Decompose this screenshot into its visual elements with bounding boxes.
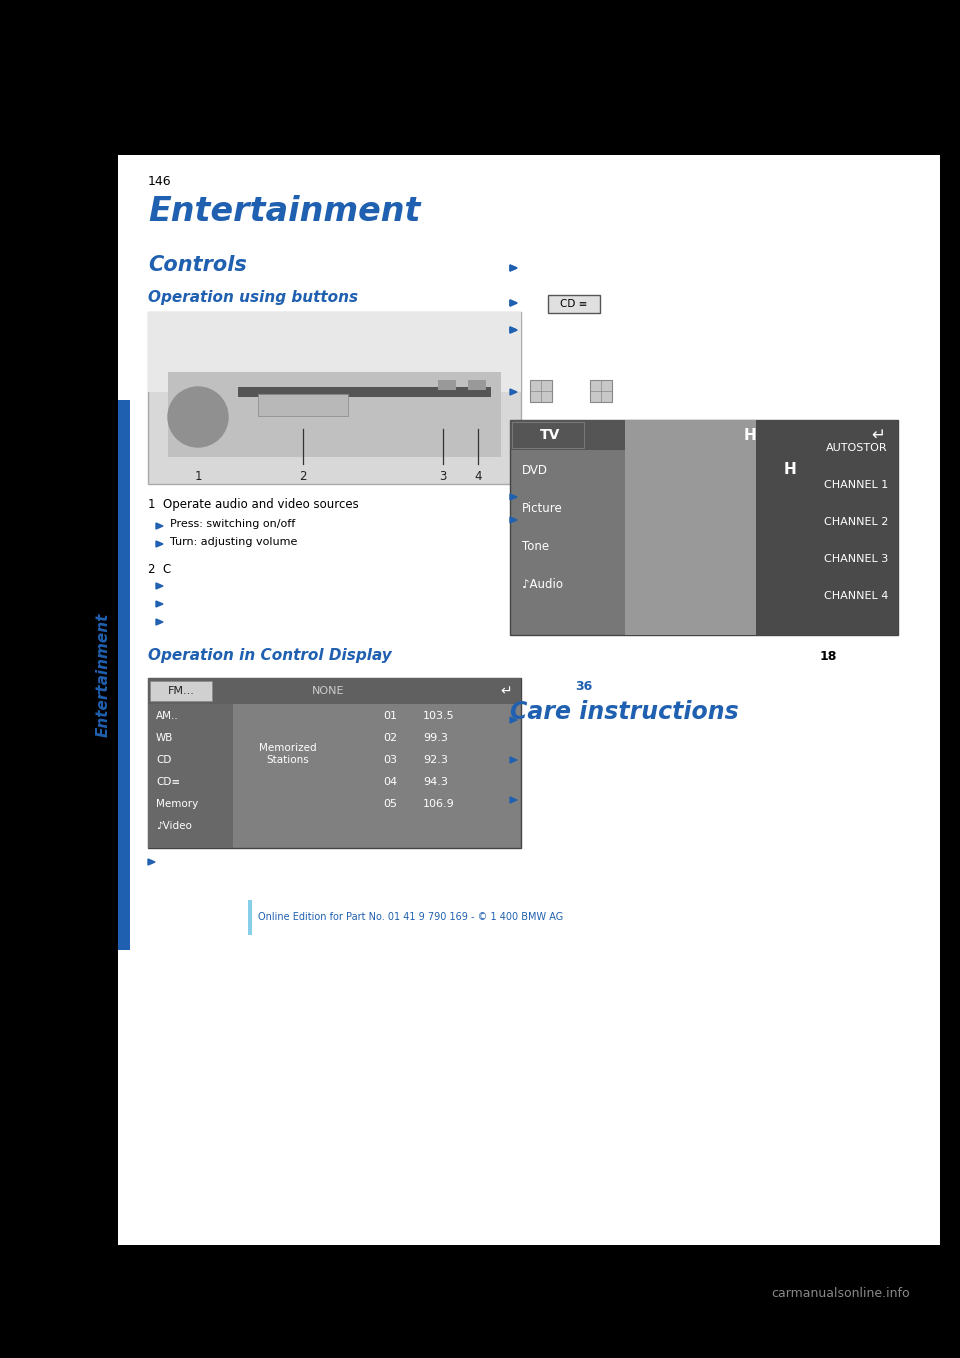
Bar	[756, 420, 898, 636]
Text: ↵: ↵	[871, 426, 885, 444]
Polygon shape	[510, 494, 517, 500]
Circle shape	[176, 395, 220, 439]
Text: 103.5: 103.5	[423, 712, 455, 721]
Text: 1  Operate audio and video sources: 1 Operate audio and video sources	[148, 498, 359, 511]
Text: 106.9: 106.9	[423, 799, 455, 809]
Text: 92.3: 92.3	[423, 755, 448, 765]
Circle shape	[168, 387, 228, 447]
Text: Entertainment: Entertainment	[148, 196, 420, 228]
Text: AUTOSTOR: AUTOSTOR	[827, 443, 888, 454]
Text: 36: 36	[575, 680, 592, 693]
Polygon shape	[510, 717, 517, 722]
Polygon shape	[510, 517, 517, 523]
Text: NONE: NONE	[312, 686, 345, 697]
Polygon shape	[156, 583, 163, 589]
Text: 94.3: 94.3	[423, 777, 448, 788]
Polygon shape	[510, 300, 517, 306]
Polygon shape	[510, 797, 517, 803]
Text: 04: 04	[383, 777, 397, 788]
Bar	[510, 420, 625, 449]
Polygon shape	[510, 265, 517, 272]
Text: 99.3: 99.3	[423, 733, 448, 743]
Bar	[118, 155, 940, 1245]
Bar	[468, 380, 486, 390]
Text: 18: 18	[820, 650, 837, 663]
Polygon shape	[510, 388, 517, 395]
Text: 146: 146	[148, 175, 172, 187]
Text: Press: switching on/off: Press: switching on/off	[170, 519, 296, 530]
Bar	[512, 422, 584, 448]
Text: CHANNEL 1: CHANNEL 1	[824, 479, 888, 490]
Bar	[248, 900, 252, 936]
Bar	[548, 295, 600, 312]
Polygon shape	[156, 540, 163, 547]
Text: WB: WB	[156, 733, 174, 743]
Text: CHANNEL 4: CHANNEL 4	[824, 591, 888, 602]
Bar	[118, 401, 130, 951]
Bar	[258, 394, 348, 416]
Text: Controls: Controls	[148, 255, 247, 276]
Text: Memory: Memory	[156, 799, 199, 809]
Polygon shape	[156, 523, 163, 530]
Circle shape	[186, 405, 210, 429]
Text: TV: TV	[540, 428, 561, 441]
Bar	[590, 380, 612, 402]
Text: Turn: adjusting volume: Turn: adjusting volume	[170, 536, 298, 547]
Text: CD ≡: CD ≡	[561, 299, 588, 310]
Bar	[168, 372, 501, 458]
Text: CD≡: CD≡	[156, 777, 180, 788]
Bar	[148, 678, 521, 847]
Polygon shape	[510, 327, 517, 333]
Text: 2  C: 2 C	[148, 564, 171, 576]
Text: 03: 03	[383, 755, 397, 765]
Polygon shape	[510, 300, 517, 306]
Text: ♪Audio: ♪Audio	[522, 577, 563, 591]
Text: 02: 02	[383, 733, 397, 743]
Bar	[625, 420, 756, 636]
Text: 05: 05	[383, 799, 397, 809]
Bar	[148, 312, 521, 392]
Text: 2: 2	[300, 470, 307, 482]
Bar	[148, 703, 233, 847]
Polygon shape	[156, 619, 163, 625]
Text: 1: 1	[194, 470, 202, 482]
Text: CHANNEL 3: CHANNEL 3	[824, 554, 888, 564]
Text: 3: 3	[440, 470, 446, 482]
Text: Tone: Tone	[522, 539, 549, 553]
Circle shape	[192, 411, 204, 422]
Polygon shape	[510, 327, 517, 333]
Text: DVD: DVD	[522, 463, 548, 477]
Bar	[148, 312, 521, 483]
Bar	[148, 678, 521, 703]
Polygon shape	[156, 602, 163, 607]
Bar	[438, 380, 456, 390]
Text: FM...: FM...	[168, 686, 195, 697]
Polygon shape	[510, 756, 517, 763]
Text: Operation using buttons: Operation using buttons	[148, 291, 358, 306]
Bar	[238, 387, 491, 397]
Text: Online Edition for Part No. 01 41 9 790 169 - © 1 400 BMW AG: Online Edition for Part No. 01 41 9 790 …	[258, 913, 564, 922]
Text: CHANNEL 2: CHANNEL 2	[824, 517, 888, 527]
Text: H: H	[744, 428, 756, 443]
Text: ↵: ↵	[500, 684, 512, 698]
Bar	[530, 380, 552, 402]
Text: AM..: AM..	[156, 712, 179, 721]
Text: H: H	[783, 463, 797, 478]
Text: Care instructions: Care instructions	[510, 699, 739, 724]
Text: CD: CD	[156, 755, 172, 765]
Bar	[510, 420, 898, 636]
Text: Entertainment: Entertainment	[95, 612, 110, 737]
Text: Operation in Control Display: Operation in Control Display	[148, 648, 392, 663]
Text: Picture: Picture	[522, 501, 563, 515]
Text: Memorized
Stations: Memorized Stations	[259, 743, 317, 765]
Bar	[150, 680, 212, 701]
Text: carmanualsonline.info: carmanualsonline.info	[772, 1287, 910, 1300]
Text: 01: 01	[383, 712, 397, 721]
Text: ♪Video: ♪Video	[156, 822, 192, 831]
Polygon shape	[148, 860, 155, 865]
Text: 4: 4	[474, 470, 482, 482]
Polygon shape	[510, 265, 517, 272]
